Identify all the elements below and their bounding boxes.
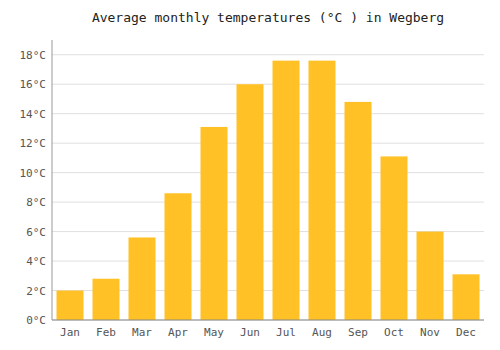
x-tick-label: May — [204, 326, 224, 339]
chart-svg: Average monthly temperatures (°C ) in We… — [0, 0, 500, 350]
grid-line — [52, 172, 484, 173]
grid-line — [52, 143, 484, 144]
x-tick-label: Apr — [168, 326, 188, 339]
x-tick-label: Mar — [132, 326, 152, 339]
x-tick-label: Jul — [276, 326, 296, 339]
x-tick-label: Sep — [348, 326, 368, 339]
chart-title: Average monthly temperatures (°C ) in We… — [92, 10, 444, 25]
y-tick-label: 12°C — [20, 137, 47, 150]
x-axis-line — [52, 320, 484, 321]
y-tick-label: 0°C — [26, 314, 46, 327]
y-tick-label: 18°C — [20, 49, 47, 62]
grid-line — [52, 84, 484, 85]
bar — [453, 274, 480, 320]
x-tick-label: Aug — [312, 326, 332, 339]
x-tick-label: Dec — [456, 326, 476, 339]
bar — [345, 102, 372, 320]
y-tick-label: 2°C — [26, 285, 46, 298]
x-tick-label: Nov — [420, 326, 440, 339]
bar — [381, 156, 408, 320]
chart-container: Average monthly temperatures (°C ) in We… — [0, 0, 500, 350]
grid-line — [52, 54, 484, 55]
bar — [417, 232, 444, 320]
bar — [93, 279, 120, 320]
y-tick-label: 4°C — [26, 255, 46, 268]
y-tick-label: 14°C — [20, 108, 47, 121]
x-tick-label: Feb — [96, 326, 116, 339]
y-tick-label: 8°C — [26, 196, 46, 209]
grid — [52, 55, 484, 320]
bars — [57, 61, 480, 320]
y-tick-label: 10°C — [20, 167, 47, 180]
x-tick-label: Jun — [240, 326, 260, 339]
y-tick-label: 16°C — [20, 78, 47, 91]
bar — [57, 291, 84, 320]
y-axis-line — [52, 40, 53, 320]
x-tick-label: Jan — [60, 326, 80, 339]
grid-line — [52, 202, 484, 203]
grid-line — [52, 320, 484, 321]
bar — [201, 127, 228, 320]
bar — [309, 61, 336, 320]
bar — [237, 84, 264, 320]
x-tick-label: Oct — [384, 326, 404, 339]
y-tick-label: 6°C — [26, 226, 46, 239]
bar — [165, 193, 192, 320]
bar — [273, 61, 300, 320]
grid-line — [52, 113, 484, 114]
bar — [129, 237, 156, 320]
